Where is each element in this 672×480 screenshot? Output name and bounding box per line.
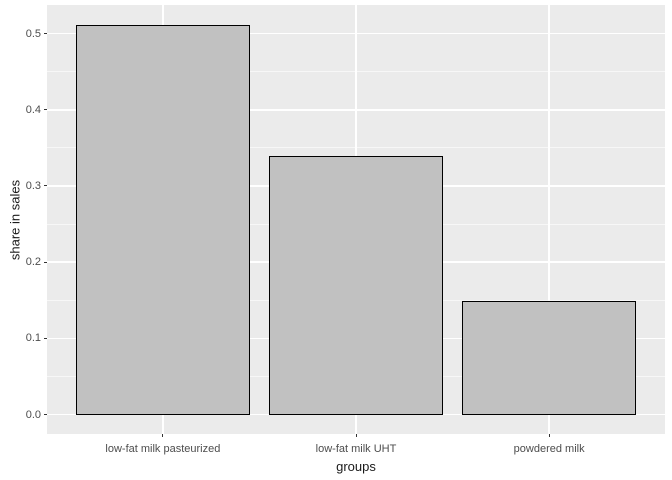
y-axis-tick-mark <box>44 185 47 187</box>
y-axis-tick-mark <box>44 109 47 111</box>
plot-panel <box>47 5 665 434</box>
x-axis-tick-mark <box>355 434 357 437</box>
y-axis-tick-label: 0.0 <box>25 408 41 421</box>
y-axis-tick-mark <box>44 261 47 263</box>
y-axis-tick-label: 0.3 <box>25 179 41 192</box>
y-axis-tick-mark <box>44 337 47 339</box>
y-axis-tick-label: 0.1 <box>25 332 41 345</box>
x-axis-tick-mark <box>548 434 550 437</box>
x-axis-tick-label: low-fat milk UHT <box>315 443 397 455</box>
y-axis-tick-mark <box>44 33 47 35</box>
x-axis-tick-label: low-fat milk pasteurized <box>105 443 221 455</box>
x-axis-tick-label: powdered milk <box>513 443 585 455</box>
y-axis-tick-label: 0.4 <box>25 103 41 116</box>
bar-low-fat-milk-uht <box>269 155 443 415</box>
y-axis-tick-mark <box>44 414 47 415</box>
x-axis-tick-mark <box>162 434 164 437</box>
bar-powdered-milk <box>462 301 637 415</box>
bar-low-fat-milk-pasteurized <box>75 24 250 415</box>
x-axis-title: groups <box>336 459 376 474</box>
y-axis-tick-label: 0.2 <box>25 256 41 269</box>
y-axis-tick-label: 0.5 <box>25 27 41 40</box>
